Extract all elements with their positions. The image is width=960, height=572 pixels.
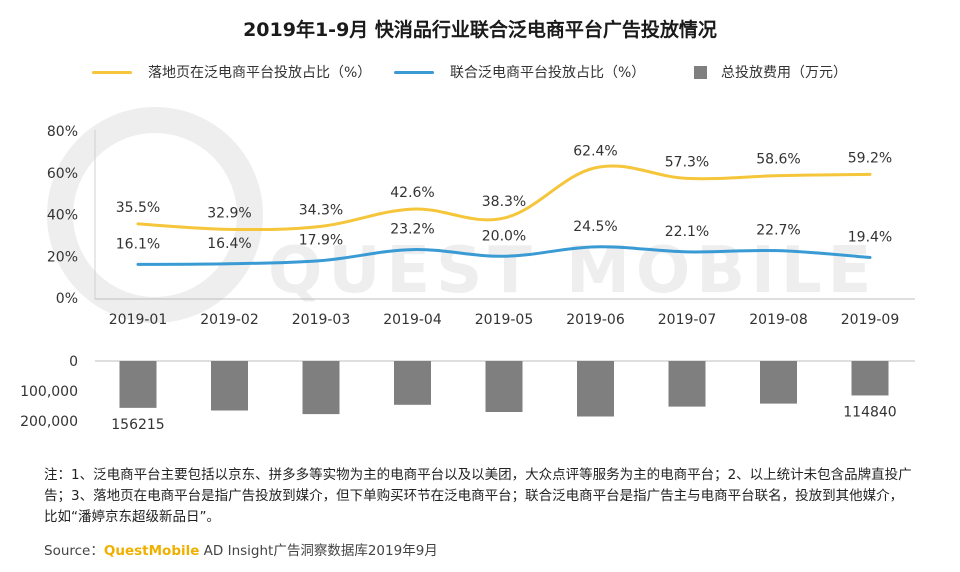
bar-total-spend — [119, 361, 157, 408]
watermark-ring — [47, 107, 263, 323]
data-label: 32.9% — [207, 205, 251, 221]
data-label: 19.4% — [848, 230, 892, 246]
x-tick-label: 2019-07 — [658, 312, 717, 328]
data-label: 59.2% — [848, 150, 892, 166]
bar-total-spend — [760, 361, 797, 404]
bar-y-tick-label: 0 — [69, 354, 78, 370]
bar-total-spend — [211, 361, 248, 411]
chart-canvas: QUEST MOBILE 80% 60% 40% 20% 0% 2019-01 2019-02… — [20, 107, 915, 433]
data-label: 58.6% — [756, 152, 800, 168]
x-tick-label: 2019-06 — [566, 312, 625, 328]
source-prefix: Source： — [44, 543, 104, 559]
legend-joint: 联合泛电商平台投放占比（%） — [394, 60, 645, 84]
bar-total-spend — [485, 361, 523, 412]
y-tick-label: 80% — [47, 124, 78, 140]
data-label: 22.7% — [756, 223, 800, 239]
bar-total-spend — [668, 361, 706, 407]
series-joint-line — [136, 245, 872, 266]
data-label: 34.3% — [299, 202, 343, 218]
x-tick-label: 2019-02 — [200, 312, 259, 328]
data-label: 24.5% — [573, 219, 617, 235]
data-label: 38.3% — [482, 194, 526, 210]
legend-label-total: 总投放费用（万元） — [721, 65, 847, 81]
x-tick-label: 2019-01 — [109, 312, 168, 328]
chart-title: 2019年1-9月 快消品行业联合泛电商平台广告投放情况 — [243, 19, 717, 41]
x-tick-label: 2019-03 — [292, 312, 351, 328]
legend-label-joint: 联合泛电商平台投放占比（%） — [450, 65, 646, 81]
bar-y-tick-label: 200,000 — [20, 414, 78, 430]
legend-swatch-landing — [92, 70, 132, 74]
bar-total-spend — [302, 361, 340, 415]
legend-swatch-joint — [394, 70, 434, 74]
y-tick-label: 0% — [56, 291, 78, 307]
bar-total-spend — [394, 361, 431, 405]
data-label: 62.4% — [573, 144, 617, 160]
bar-total-spend — [851, 361, 889, 396]
data-label: 17.9% — [299, 233, 343, 249]
source-brand: QuestMobile — [103, 543, 200, 559]
data-label: 35.5% — [116, 200, 160, 216]
source-suffix: AD Insight广告洞察数据库2019年9月 — [199, 543, 438, 559]
data-label: 20.0% — [482, 228, 526, 244]
legend-swatch-total — [694, 65, 707, 79]
y-tick-label: 20% — [47, 249, 78, 265]
legend: 落地页在泛电商平台投放占比（%） 联合泛电商平台投放占比（%） 总投放费用（万元… — [0, 60, 960, 84]
data-label: 23.2% — [390, 222, 434, 238]
x-tick-label: 2019-05 — [475, 312, 534, 328]
x-tick-label: 2019-04 — [383, 312, 442, 328]
watermark: QUEST MOBILE — [47, 107, 877, 323]
y-tick-label: 40% — [47, 208, 78, 224]
bar-value-label: 114840 — [843, 404, 896, 420]
data-label: 42.6% — [390, 185, 434, 201]
x-tick-label: 2019-09 — [841, 312, 900, 328]
watermark-text: QUEST MOBILE — [268, 234, 877, 308]
data-label: 16.4% — [207, 236, 251, 252]
bar-y-tick-label: 100,000 — [20, 384, 78, 400]
legend-landing: 落地页在泛电商平台投放占比（%） — [92, 60, 371, 84]
data-label: 22.1% — [665, 224, 709, 240]
data-label: 57.3% — [665, 154, 709, 170]
series-landing-line — [136, 164, 872, 232]
legend-total: 总投放费用（万元） — [694, 60, 847, 84]
bar-total-spend — [577, 361, 614, 417]
data-label: 16.1% — [116, 236, 160, 252]
bar-value-label: 156215 — [111, 417, 164, 433]
y-tick-label: 60% — [47, 166, 78, 182]
x-tick-label: 2019-08 — [749, 312, 808, 328]
source-line: Source：QuestMobile AD Insight广告洞察数据库2019… — [44, 539, 438, 559]
footnote: 注：1、泛电商平台主要包括以京东、拼多多等实物为主的电商平台以及以美团，大众点评… — [44, 467, 912, 525]
legend-label-landing: 落地页在泛电商平台投放占比（%） — [148, 65, 372, 81]
